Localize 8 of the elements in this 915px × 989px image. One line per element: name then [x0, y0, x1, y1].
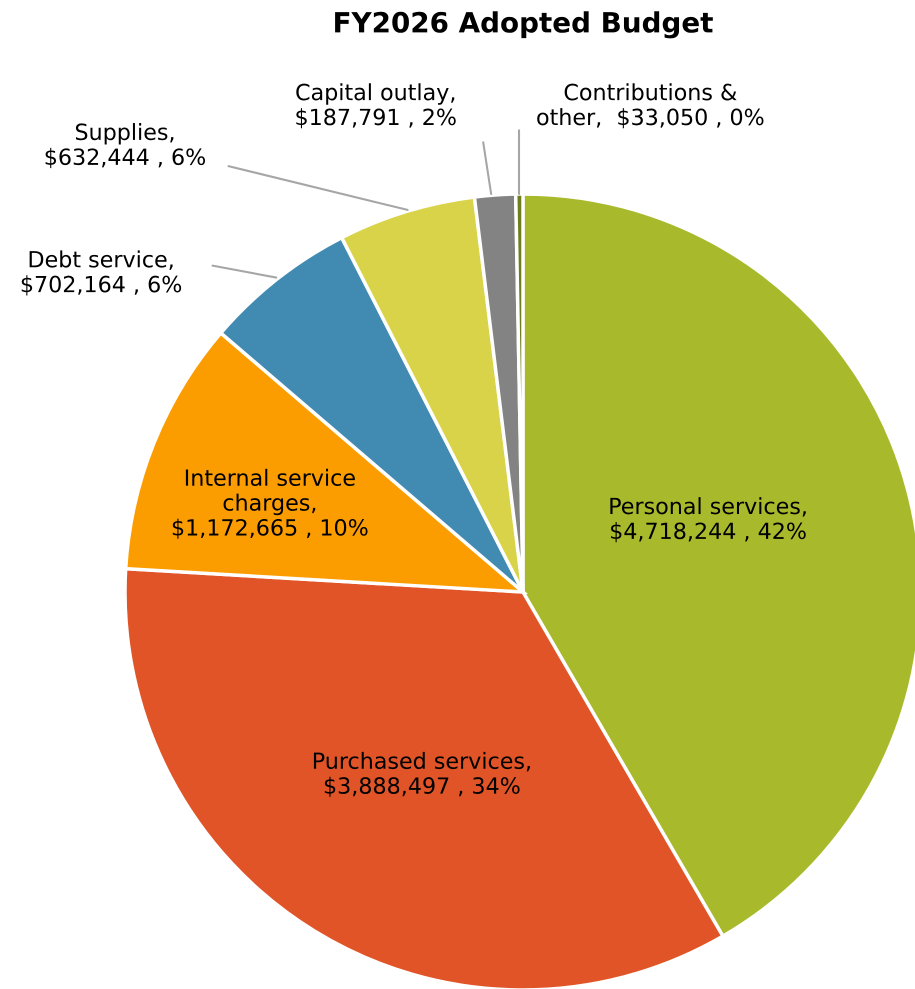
chart-title: FY2026 Adopted Budget [335, 11, 713, 38]
slice-label: Debt service, $702,164 , 6% [22, 250, 182, 296]
slice-label: Contributions & other, $33,050 , 0% [537, 83, 764, 128]
slice-label: Supplies, $632,444 , 6% [46, 123, 206, 168]
slice-label: Personal services, $4,718,244 , 42% [610, 497, 806, 542]
slice-label: Capital outlay, $187,791 , 2% [296, 83, 456, 128]
slice-label: Purchased services, $3,888,497 , 34% [314, 752, 530, 797]
slice-label: Internal service charges, $1,172,665 , 10% [172, 468, 368, 539]
